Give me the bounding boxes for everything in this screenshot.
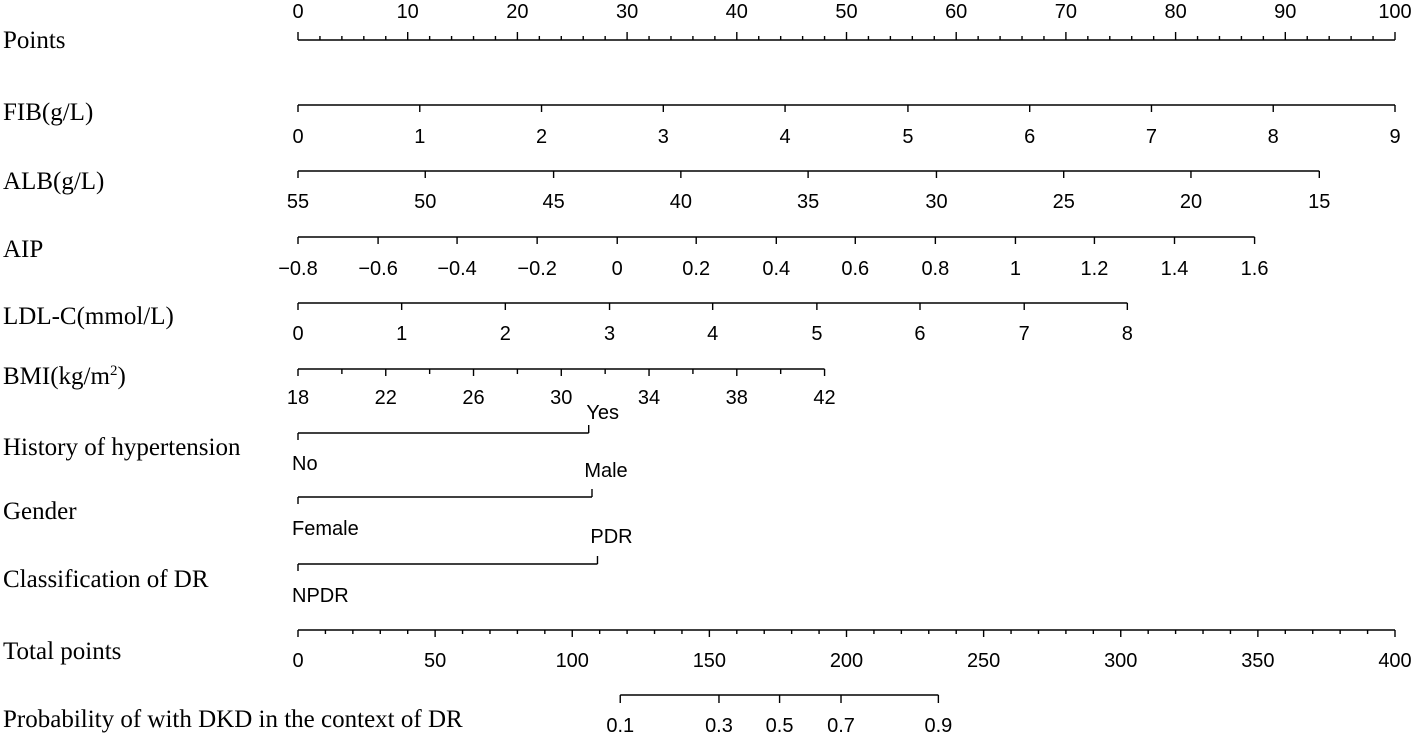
bmi-tick-label: 30 [550,387,572,409]
total-tick-label: 250 [967,650,1000,672]
row-label-gender: Gender [3,498,77,525]
row-label-ldl: LDL-C(mmol/L) [3,303,174,330]
aip-tick-label: −0.4 [437,258,476,280]
hypertension-level-label: No [292,453,318,475]
alb-tick-label: 15 [1308,191,1330,213]
row-label-probability: Probability of with DKD in the context o… [3,706,463,733]
aip-tick-label: 0.6 [841,258,869,280]
gender-level-label: Female [292,518,359,540]
points-tick-label: 20 [506,1,528,23]
points-tick-label: 0 [292,1,303,23]
ldl-tick-label: 2 [500,323,511,345]
total-tick-label: 100 [556,650,589,672]
row-label-fib: FIB(g/L) [3,99,93,126]
points-tick-label: 100 [1378,1,1411,23]
aip-tick-label: 0.4 [762,258,790,280]
points-tick-label: 50 [835,1,857,23]
bmi-tick-label: 26 [462,387,484,409]
alb-tick-label: 55 [287,191,309,213]
row-label-bmi-superscript: 2 [110,363,118,379]
fib-tick-label: 2 [536,126,547,148]
ldl-tick-label: 4 [707,323,718,345]
total-tick-label: 350 [1241,650,1274,672]
aip-tick-label: −0.8 [278,258,317,280]
alb-tick-label: 50 [414,191,436,213]
points-tick-label: 40 [726,1,748,23]
bmi-tick-label: 38 [726,387,748,409]
alb-tick-label: 20 [1180,191,1202,213]
aip-tick-label: 0 [612,258,623,280]
fib-tick-label: 3 [658,126,669,148]
probability-tick-label: 0.3 [705,715,733,737]
aip-tick-label: −0.6 [358,258,397,280]
points-tick-label: 30 [616,1,638,23]
row-label-points: Points [3,27,66,54]
probability-tick-label: 0.7 [827,715,855,737]
fib-tick-label: 6 [1024,126,1035,148]
fib-tick-label: 7 [1146,126,1157,148]
fib-tick-label: 8 [1268,126,1279,148]
fib-tick-label: 0 [292,126,303,148]
row-label-total-points: Total points [3,638,121,665]
total-tick-label: 0 [292,650,303,672]
ldl-tick-label: 5 [811,323,822,345]
fib-tick-label: 5 [902,126,913,148]
points-tick-label: 70 [1055,1,1077,23]
alb-tick-label: 25 [1053,191,1075,213]
aip-tick-label: 0.2 [682,258,710,280]
alb-tick-label: 40 [670,191,692,213]
bmi-tick-label: 42 [813,387,835,409]
aip-tick-label: −0.2 [517,258,556,280]
total-tick-label: 150 [693,650,726,672]
ldl-tick-label: 6 [914,323,925,345]
gender-level-label: Male [584,460,627,482]
total-tick-label: 200 [830,650,863,672]
alb-tick-label: 30 [925,191,947,213]
row-label-bmi-close: ) [117,363,125,390]
row-label-hypertension: History of hypertension [3,434,241,461]
fib-tick-label: 4 [780,126,791,148]
ldl-tick-label: 8 [1122,323,1133,345]
fib-tick-label: 9 [1389,126,1400,148]
row-label-bmi-main: BMI(kg/m [3,363,111,390]
ldl-tick-label: 3 [604,323,615,345]
ldl-tick-label: 7 [1019,323,1030,345]
hypertension-level-label: Yes [586,402,619,424]
aip-tick-label: 1.2 [1081,258,1109,280]
ldl-tick-label: 0 [292,323,303,345]
bmi-tick-label: 22 [375,387,397,409]
aip-tick-label: 0.8 [921,258,949,280]
points-tick-label: 10 [397,1,419,23]
points-tick-label: 80 [1164,1,1186,23]
probability-tick-label: 0.9 [924,715,952,737]
probability-tick-label: 0.1 [606,715,634,737]
aip-tick-label: 1 [1010,258,1021,280]
aip-tick-label: 1.4 [1161,258,1189,280]
alb-tick-label: 45 [542,191,564,213]
bmi-tick-label: 34 [638,387,660,409]
dr_class-level-label: PDR [590,526,632,548]
row-label-aip: AIP [3,236,43,263]
points-tick-label: 60 [945,1,967,23]
probability-tick-label: 0.5 [766,715,794,737]
points-tick-label: 90 [1274,1,1296,23]
ldl-tick-label: 1 [396,323,407,345]
row-label-alb: ALB(g/L) [3,168,104,195]
dr_class-level-label: NPDR [292,585,349,607]
row-label-bmi: BMI(kg/m2) [3,363,126,390]
total-tick-label: 400 [1378,650,1411,672]
aip-tick-label: 1.6 [1241,258,1269,280]
alb-tick-label: 35 [797,191,819,213]
total-tick-label: 300 [1104,650,1137,672]
fib-tick-label: 1 [414,126,425,148]
bmi-tick-label: 18 [287,387,309,409]
row-label-dr-classification: Classification of DR [3,566,209,593]
total-tick-label: 50 [424,650,446,672]
